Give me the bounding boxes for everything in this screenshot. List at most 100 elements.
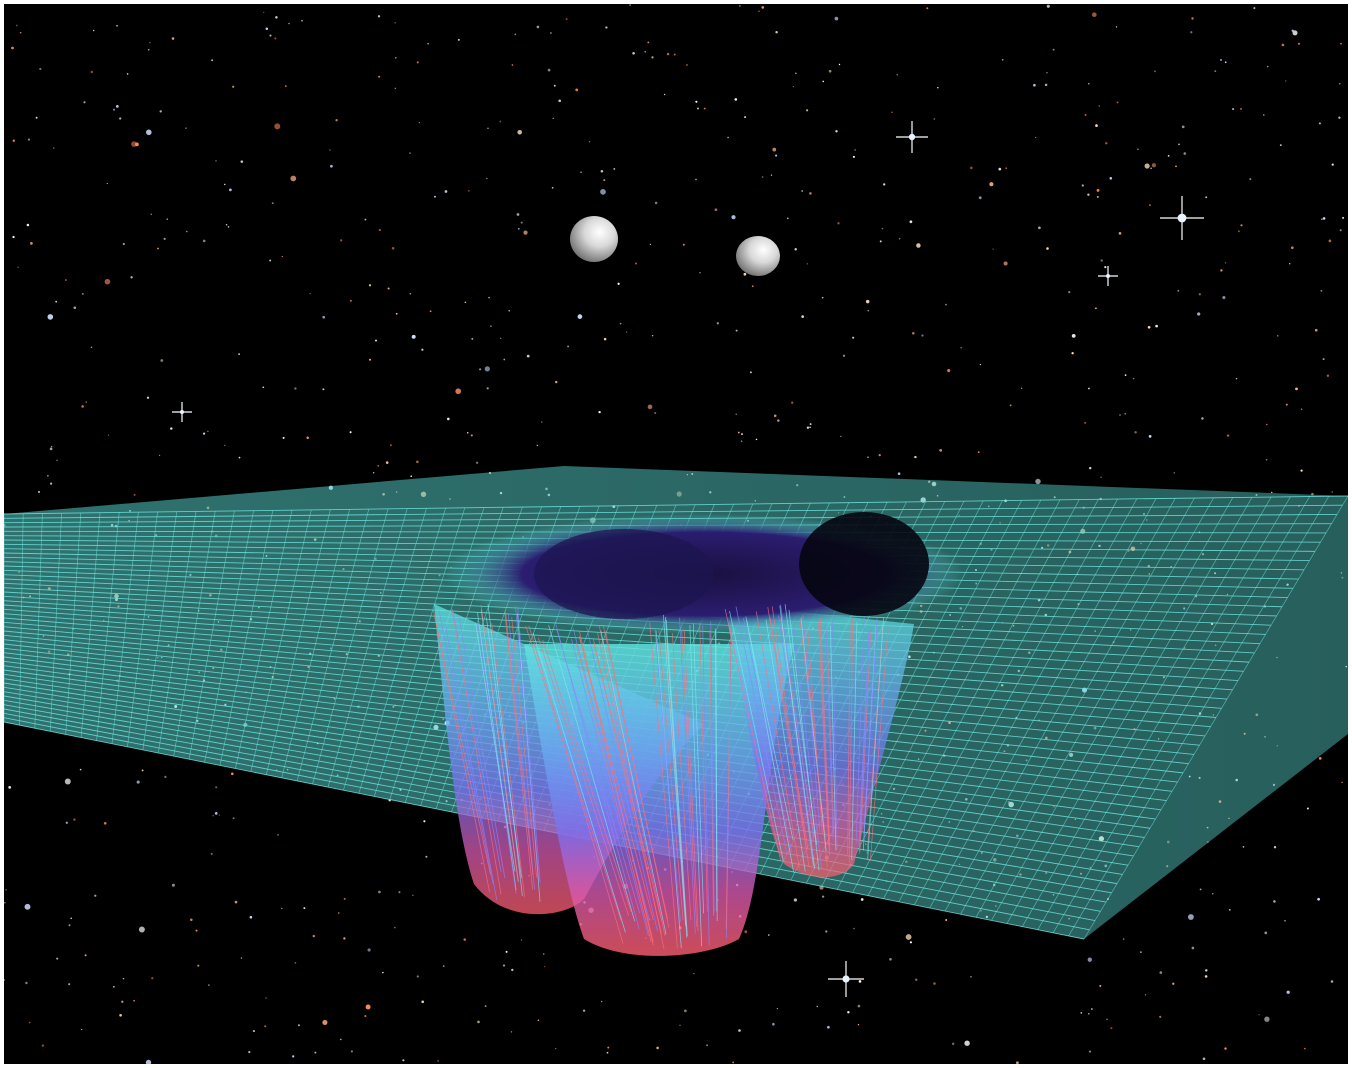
star xyxy=(1264,1017,1269,1022)
star xyxy=(215,160,216,161)
star xyxy=(801,315,804,318)
star xyxy=(1284,920,1286,922)
star xyxy=(1145,994,1146,995)
star xyxy=(1172,983,1174,985)
star xyxy=(86,401,87,402)
star xyxy=(283,437,285,439)
star xyxy=(338,912,340,914)
star xyxy=(674,54,676,56)
star xyxy=(402,1059,404,1061)
star xyxy=(883,183,885,185)
star xyxy=(1088,83,1090,85)
star xyxy=(455,388,461,394)
star xyxy=(50,448,53,451)
star xyxy=(378,15,380,17)
star xyxy=(744,116,746,118)
star xyxy=(157,248,159,250)
star xyxy=(390,444,392,446)
star xyxy=(425,856,427,858)
star xyxy=(364,219,366,221)
star xyxy=(699,272,701,274)
star xyxy=(330,165,333,168)
star xyxy=(868,310,870,312)
star xyxy=(859,980,862,983)
star xyxy=(1174,472,1176,474)
star xyxy=(417,61,419,63)
star xyxy=(809,192,812,195)
star xyxy=(600,189,606,195)
star xyxy=(172,884,175,887)
star xyxy=(998,168,1001,171)
star xyxy=(762,176,764,178)
star xyxy=(1175,165,1177,167)
star xyxy=(1274,846,1276,848)
star xyxy=(65,779,71,785)
star xyxy=(741,433,743,435)
star xyxy=(74,306,77,309)
star xyxy=(664,94,665,95)
star xyxy=(203,432,205,434)
star xyxy=(822,297,824,299)
star xyxy=(314,1052,316,1054)
star xyxy=(228,226,230,228)
star xyxy=(937,87,938,88)
star xyxy=(1177,290,1179,292)
star xyxy=(274,37,276,39)
star xyxy=(758,11,759,12)
star xyxy=(651,56,653,58)
star xyxy=(170,427,172,429)
star xyxy=(1331,491,1333,493)
star xyxy=(791,402,793,404)
star xyxy=(1323,358,1325,360)
star xyxy=(1088,388,1090,390)
star xyxy=(94,895,96,897)
star xyxy=(468,190,470,192)
star xyxy=(1197,312,1200,315)
star xyxy=(1047,5,1050,8)
star xyxy=(1178,144,1180,146)
star xyxy=(1089,467,1091,469)
star xyxy=(548,69,551,72)
star xyxy=(1004,262,1008,266)
star xyxy=(1124,413,1126,415)
star xyxy=(395,57,397,59)
star xyxy=(1286,404,1288,406)
star xyxy=(915,979,917,981)
star xyxy=(1214,70,1216,72)
star xyxy=(29,1022,31,1024)
star xyxy=(186,231,188,233)
star xyxy=(1092,12,1097,17)
star xyxy=(717,322,719,324)
star xyxy=(889,958,892,961)
star xyxy=(1184,152,1187,155)
star xyxy=(1240,224,1242,226)
star xyxy=(752,285,754,287)
star xyxy=(960,347,961,348)
star xyxy=(1002,59,1004,61)
star xyxy=(250,916,253,919)
star xyxy=(1339,83,1341,85)
star xyxy=(239,457,241,459)
star xyxy=(139,927,145,933)
star xyxy=(119,1014,122,1017)
star xyxy=(123,243,125,245)
star xyxy=(1116,26,1117,27)
star xyxy=(248,1051,250,1053)
star xyxy=(512,64,514,66)
star xyxy=(558,99,561,102)
star xyxy=(899,238,900,239)
star xyxy=(238,353,240,355)
star xyxy=(1320,290,1322,292)
star xyxy=(1137,148,1139,150)
star xyxy=(775,155,777,157)
star xyxy=(906,934,912,940)
star xyxy=(891,111,893,113)
star xyxy=(1095,307,1097,309)
star xyxy=(241,160,244,163)
star xyxy=(979,196,982,199)
star xyxy=(5,889,6,890)
star xyxy=(554,85,556,87)
star xyxy=(113,986,115,988)
star xyxy=(477,1021,480,1024)
star xyxy=(416,460,419,463)
